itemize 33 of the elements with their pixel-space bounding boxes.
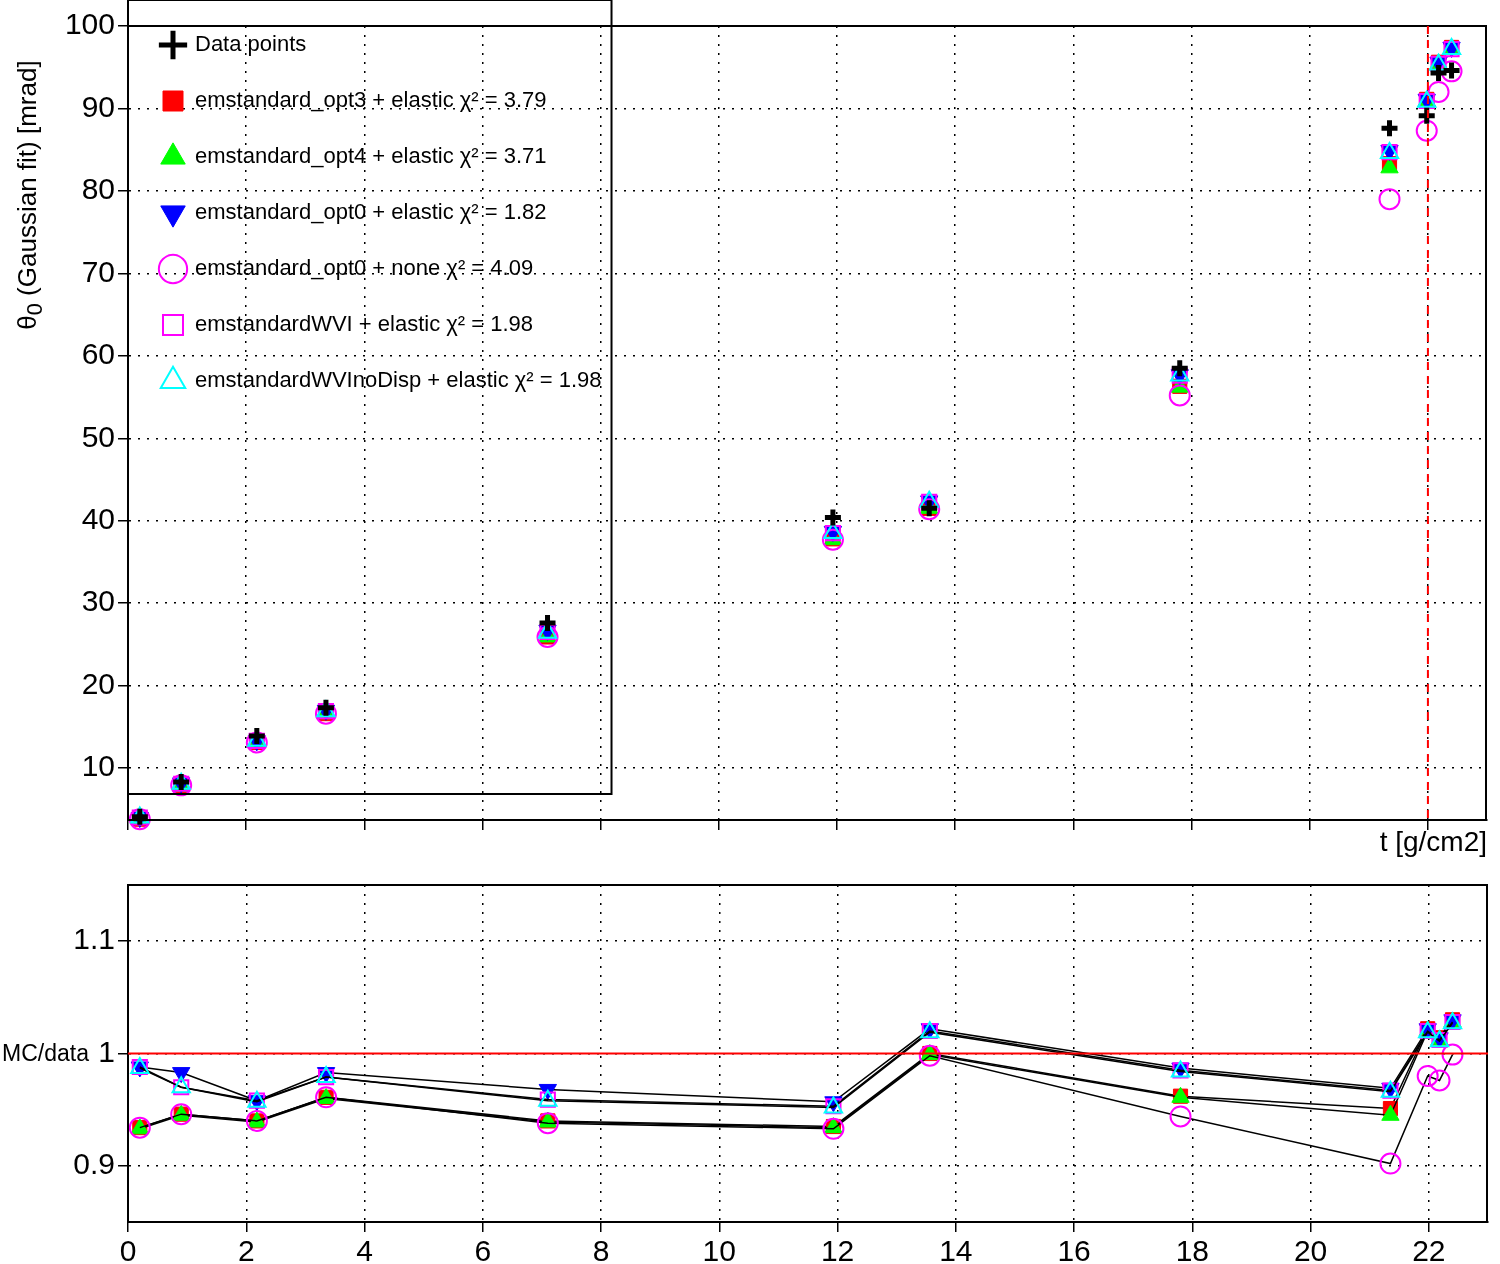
y-tick-label: 50 (81, 419, 115, 453)
legend-label: emstandardWVInoDisp + elastic χ² = 1.98 (195, 367, 602, 393)
x-tick-label: 20 (1293, 1234, 1328, 1264)
x-tick-label: 14 (939, 1234, 973, 1264)
x-tick-label: 22 (1412, 1234, 1446, 1264)
x-axis-title: t [g/cm2] (1379, 825, 1487, 857)
x-tick-label: 12 (820, 1234, 855, 1264)
x-tick-label: 4 (356, 1234, 373, 1264)
x-tick-label: 2 (237, 1234, 255, 1264)
x-tick-label: 10 (702, 1234, 736, 1264)
y-tick-label: 60 (81, 337, 115, 371)
legend-label: emstandard_opt0 + elastic χ² = 1.82 (195, 199, 547, 225)
y-tick-label: 80 (81, 172, 115, 206)
y-tick-label: 70 (81, 254, 115, 288)
y-tick-label: 100 (64, 7, 115, 41)
y-tick-label: 30 (81, 584, 115, 618)
y-tick-label: 40 (81, 501, 115, 535)
legend-label: emstandard_opt0 + none χ² = 4.09 (195, 255, 534, 281)
y-tick-label: 1 (98, 1034, 115, 1068)
x-tick-label: 16 (1057, 1234, 1091, 1264)
y-tick-label: 1.1 (73, 922, 115, 956)
y-tick-label: 10 (81, 749, 115, 783)
x-tick-label: 18 (1175, 1234, 1210, 1264)
y-axis-title: MC/data (2, 1040, 89, 1067)
y-tick-label: 0.9 (73, 1147, 115, 1181)
x-tick-label: 6 (474, 1234, 492, 1264)
y-tick-label: 20 (81, 666, 115, 700)
y-tick-label: 90 (81, 89, 115, 123)
x-tick-label: 0 (119, 1234, 137, 1264)
legend-label: emstandard_opt4 + elastic χ² = 3.71 (195, 143, 547, 169)
legend-label: emstandard_opt3 + elastic χ² = 3.79 (195, 87, 547, 113)
x-tick-label: 8 (592, 1234, 610, 1264)
legend-label: Data points (195, 31, 307, 57)
